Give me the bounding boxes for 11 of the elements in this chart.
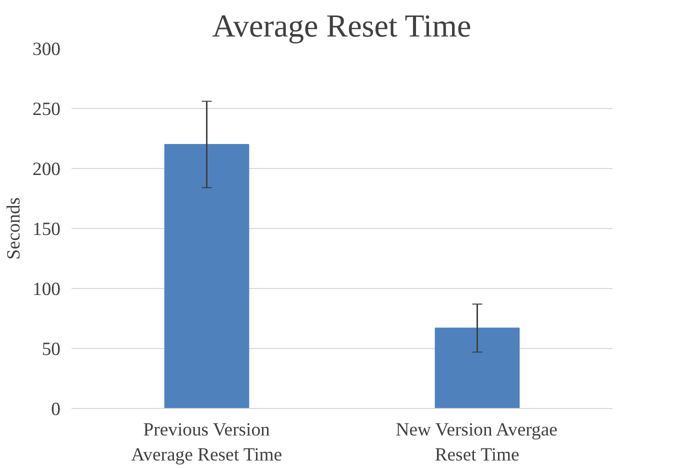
chart-title: Average Reset Time bbox=[212, 8, 472, 44]
x-tick-label: New Version Avergae Reset Time bbox=[396, 420, 558, 466]
y-tick-label: 50 bbox=[42, 339, 60, 360]
y-tick-label: 0 bbox=[51, 399, 60, 420]
y-tick-label: 200 bbox=[32, 159, 60, 180]
y-tick-label: 300 bbox=[32, 39, 60, 60]
y-tick-label: 100 bbox=[32, 279, 60, 300]
y-axis-title: Seconds bbox=[4, 197, 25, 260]
y-tick-label: 150 bbox=[32, 219, 60, 240]
y-tick-label: 250 bbox=[32, 99, 60, 120]
x-tick-label: Previous Version Average Reset Time bbox=[131, 420, 282, 466]
